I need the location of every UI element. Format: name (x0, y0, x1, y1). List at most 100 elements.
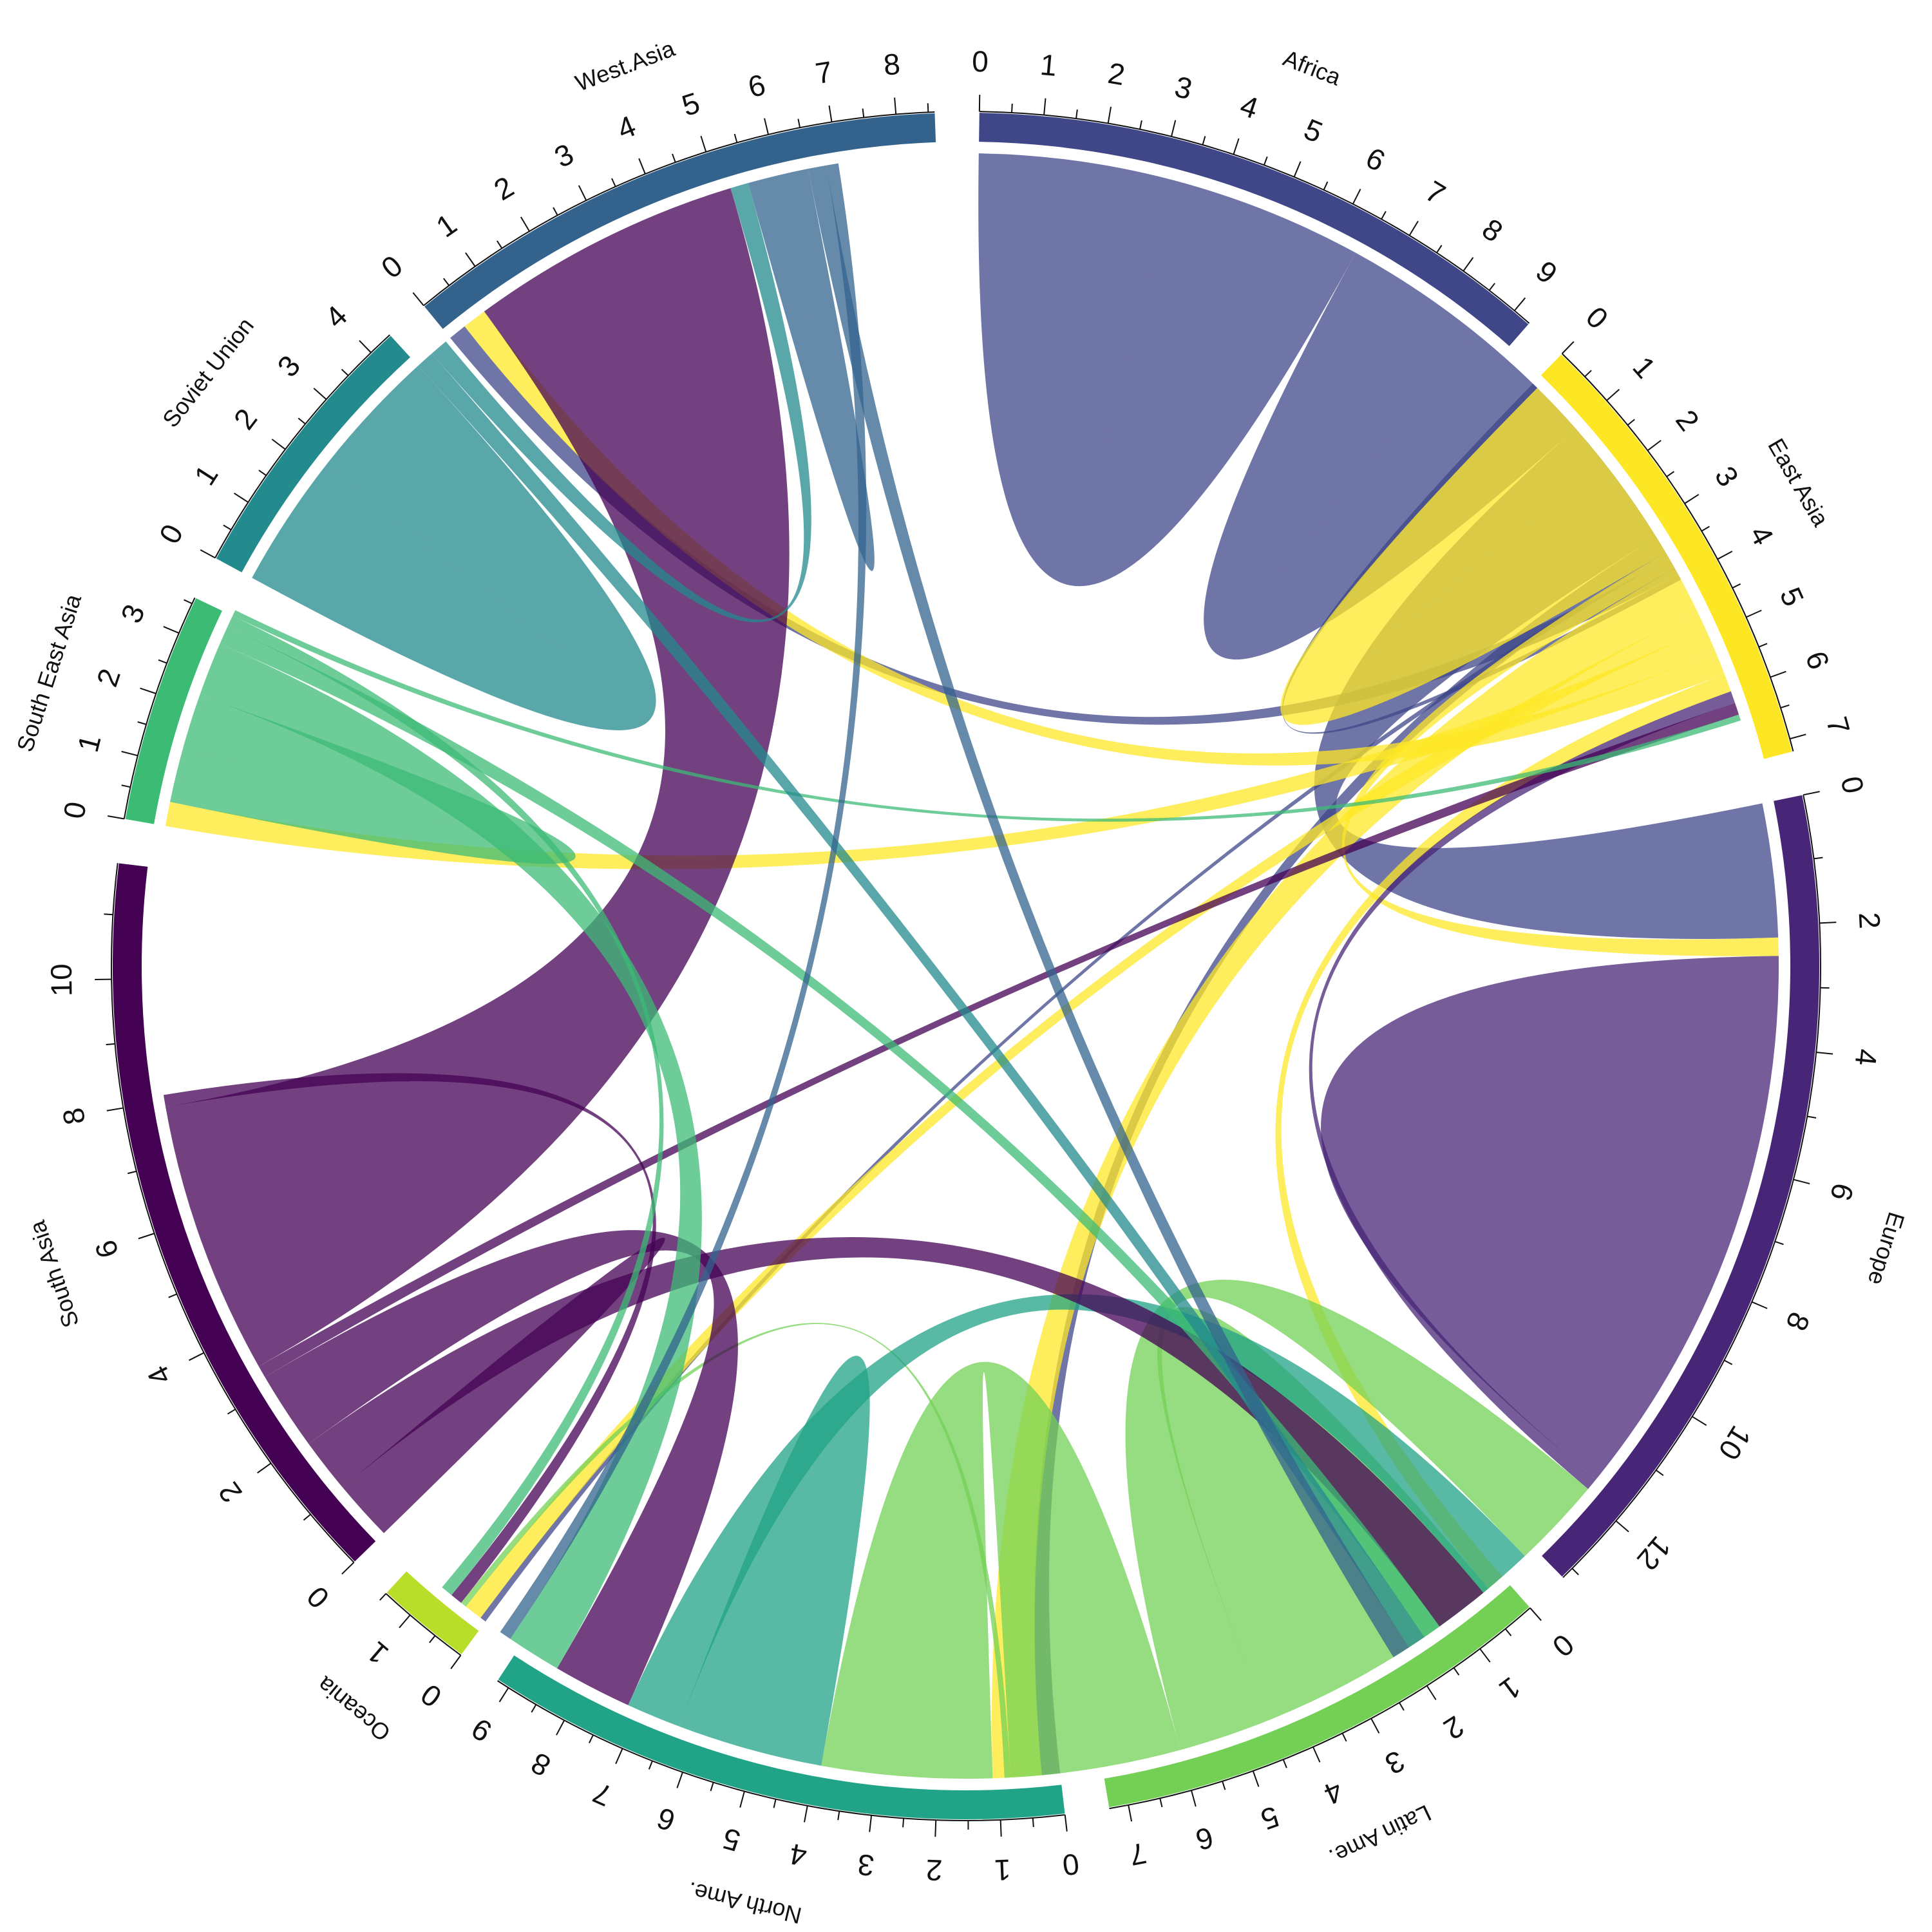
minor-tick (303, 1513, 311, 1521)
tick-label: 2 (212, 1476, 249, 1509)
minor-tick (1666, 471, 1674, 478)
sector-axis-europe (1562, 795, 1821, 1578)
minor-tick (442, 278, 450, 286)
sector-name-latin-ame: Latin Ame. (1325, 1799, 1435, 1870)
minor-tick (258, 469, 267, 477)
sector-arc-east-asia (1540, 354, 1792, 759)
minor-tick (1436, 245, 1443, 254)
tick-label: 5 (1300, 112, 1328, 149)
tick-label: 0 (1580, 300, 1615, 336)
tick-label: 5 (1774, 582, 1811, 611)
minor-tick (734, 133, 738, 143)
tick-label: 4 (318, 299, 354, 334)
tick-label: 3 (549, 137, 579, 174)
minor-tick (1139, 120, 1142, 129)
major-tick (556, 1719, 565, 1736)
major-tick (1692, 1416, 1707, 1426)
sector-arc-soviet-union (216, 336, 411, 573)
sector-arc-africa (979, 113, 1529, 346)
tick-label: 4 (140, 1361, 178, 1390)
tick-label: 0 (415, 1678, 448, 1714)
tick-label: 7 (813, 55, 835, 90)
tick-label: 5 (677, 86, 703, 122)
sector-axis-soviet-union (214, 334, 390, 558)
tick-label: 5 (719, 1822, 744, 1859)
tick-label: 7 (1420, 174, 1452, 211)
tick-label: 8 (526, 1746, 556, 1783)
tick-label: 6 (1799, 647, 1837, 674)
sector-axis-south-east-asia (123, 597, 196, 819)
minor-tick (1202, 136, 1206, 146)
tick-label: 1 (187, 459, 225, 491)
major-tick (638, 158, 646, 175)
major-tick (465, 252, 476, 267)
major-tick (450, 1654, 462, 1669)
minor-tick (773, 1799, 777, 1808)
ribbon-south-asia-to-west-asia (166, 188, 790, 1367)
major-tick (257, 1463, 272, 1474)
minor-tick (927, 103, 929, 113)
major-tick (1816, 1052, 1833, 1055)
sector-axis-west-asia (423, 111, 935, 307)
ribbon-latin-ame-to-north-ame (821, 1361, 1180, 1779)
minor-tick (128, 1170, 137, 1175)
major-tick (1647, 440, 1662, 451)
tick-label: 3 (1379, 1744, 1410, 1781)
major-tick (1064, 1814, 1068, 1832)
tick-label: 0 (57, 799, 93, 821)
minor-tick (429, 1635, 436, 1643)
major-tick (121, 750, 138, 757)
tick-label: 4 (1743, 520, 1781, 551)
tick-label: 9 (1530, 254, 1564, 290)
major-tick (1312, 1747, 1321, 1763)
sector-name-south-east-asia: South East Asia (12, 591, 87, 755)
tick-label: 6 (88, 1236, 125, 1262)
minor-tick (672, 153, 676, 163)
sector-arc-south-asia (112, 863, 376, 1562)
major-tick (1463, 257, 1474, 272)
minor-tick (710, 1782, 714, 1792)
tick-label: 7 (1820, 713, 1857, 737)
minor-tick (1807, 1115, 1817, 1119)
sector-name-south-asia: South Asia (23, 1217, 84, 1331)
ribbon-north-ame-to-north-ame (679, 1356, 870, 1766)
major-tick (615, 1748, 623, 1765)
major-tick (1751, 1301, 1768, 1309)
tick-label: 0 (1061, 1847, 1081, 1882)
minor-tick (1723, 1359, 1733, 1365)
tick-label: 6 (652, 1801, 679, 1839)
tick-label: 2 (488, 169, 520, 207)
ribbon-soviet-union-to-west-asia (431, 183, 811, 623)
major-tick (1408, 220, 1419, 236)
ribbon-soviet-union-to-soviet-union (252, 365, 656, 730)
major-tick (1293, 161, 1302, 178)
tick-label: 1 (1039, 48, 1058, 82)
major-tick (1370, 1718, 1380, 1734)
major-tick (108, 815, 124, 820)
minor-tick (106, 1043, 115, 1046)
minor-tick (184, 599, 193, 605)
sector-arc-north-ame (498, 1655, 1065, 1819)
major-tick (1793, 1179, 1810, 1185)
minor-tick (1159, 1798, 1163, 1808)
major-tick (578, 185, 587, 201)
ribbon-africa-to-africa (978, 153, 1356, 587)
major-tick (764, 118, 770, 135)
sector-name-east-asia: East Asia (1763, 434, 1834, 531)
major-tick (1107, 106, 1112, 124)
major-tick (1479, 1648, 1491, 1663)
major-tick (1746, 609, 1762, 618)
major-tick (1128, 1804, 1133, 1822)
major-tick (1233, 138, 1240, 155)
tick-label: 4 (787, 1837, 810, 1873)
sector-name-west-asia: West.Asia (572, 35, 679, 97)
minor-tick (1701, 526, 1710, 532)
major-tick (200, 549, 216, 559)
tick-label: 2 (1853, 911, 1887, 929)
tick-label: 6 (745, 68, 769, 104)
tick-label: 7 (1126, 1836, 1149, 1872)
ribbon-africa-to-africa (1204, 252, 1576, 660)
minor-tick (588, 1734, 594, 1744)
tick-label: 0 (153, 518, 190, 549)
